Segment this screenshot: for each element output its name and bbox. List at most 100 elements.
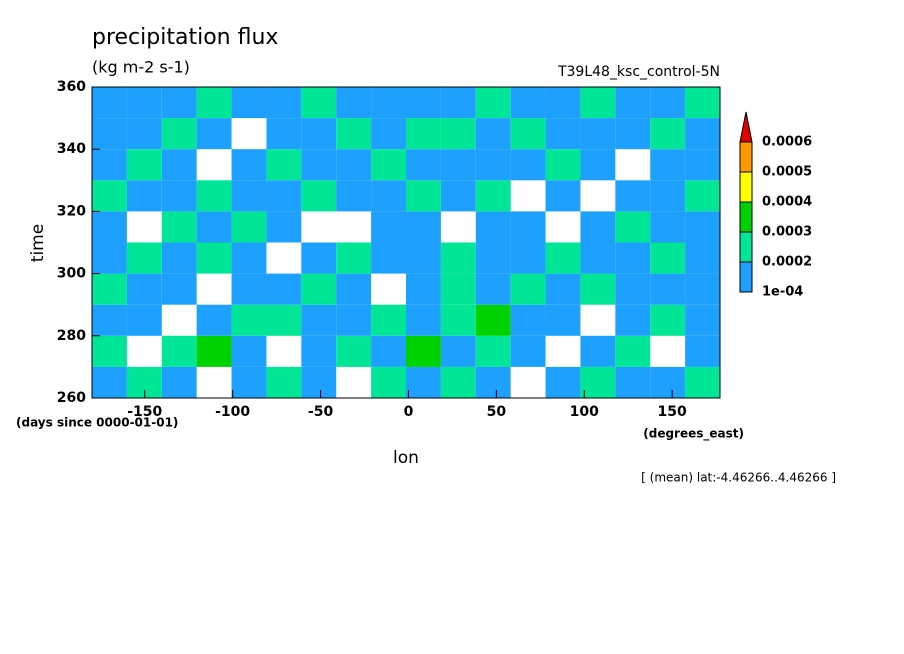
cell (266, 118, 302, 150)
cell (685, 211, 720, 243)
cell (336, 304, 372, 336)
cell (231, 211, 267, 243)
cell (685, 180, 720, 212)
colorbar-box (739, 171, 753, 203)
y-tick-label: 280 (57, 328, 86, 344)
cell (371, 242, 406, 274)
cell (406, 118, 441, 150)
cell (161, 180, 197, 212)
cell (580, 305, 615, 336)
cell (615, 211, 651, 243)
cell (92, 242, 127, 274)
cell (510, 87, 546, 119)
x-tick-label: 50 (487, 404, 507, 420)
cell (615, 149, 650, 180)
cell (475, 118, 511, 150)
cell (475, 304, 511, 336)
y-tick-label: 300 (57, 266, 86, 282)
cell (126, 118, 162, 150)
cell (475, 87, 511, 119)
cell (161, 335, 197, 367)
cell (475, 273, 511, 305)
cell (231, 304, 267, 336)
x-tick-label: 100 (570, 404, 599, 420)
cell (440, 149, 476, 181)
cell (440, 273, 476, 305)
cell (231, 242, 267, 274)
cell (92, 304, 127, 336)
cell (615, 242, 651, 274)
x-tick-label: -100 (215, 404, 250, 420)
cell (615, 304, 651, 336)
cell (126, 304, 162, 336)
cell (266, 304, 302, 336)
cell (336, 335, 372, 367)
cell (301, 118, 337, 150)
cell (127, 211, 162, 242)
cell (406, 273, 441, 305)
chart-subtitle: (kg m-2 s-1) (92, 58, 190, 77)
cell (92, 335, 127, 367)
cell (266, 211, 302, 243)
cell (580, 87, 616, 119)
cell (92, 366, 127, 398)
cell (440, 242, 476, 274)
cell (475, 211, 511, 243)
colorbar-over (739, 111, 753, 143)
cell (545, 87, 581, 119)
colorbar-label: 1e-04 (762, 285, 803, 300)
cell (440, 118, 476, 150)
cell (545, 180, 581, 212)
cell (196, 335, 232, 367)
cell (406, 335, 441, 367)
cell (196, 242, 232, 274)
cell (510, 242, 546, 274)
plot-frame (91, 86, 721, 399)
cell (371, 304, 406, 336)
x-tick-label: -150 (127, 404, 162, 420)
colorbar-box (739, 261, 753, 293)
cell (92, 87, 127, 119)
cell (92, 211, 127, 243)
cell (92, 118, 127, 150)
cell (580, 149, 616, 181)
cell (161, 273, 197, 305)
cell (406, 149, 441, 181)
cell (371, 335, 406, 367)
cell (406, 366, 441, 398)
cell (161, 149, 197, 181)
x-tick-label: 0 (404, 404, 414, 420)
cell (127, 336, 162, 367)
cell (336, 149, 372, 181)
cell (336, 211, 371, 242)
cell (196, 87, 232, 119)
cell (650, 180, 686, 212)
cell (580, 242, 616, 274)
cell (475, 149, 511, 181)
cell (336, 118, 372, 150)
cell (580, 118, 616, 150)
cell (685, 273, 720, 305)
cell (371, 180, 406, 212)
x-tick-label: 150 (658, 404, 687, 420)
cell (301, 149, 337, 181)
cell (266, 273, 302, 305)
cell (92, 149, 127, 181)
cell (92, 273, 127, 305)
cell (406, 180, 441, 212)
dataset-label: T39L48_ksc_control-5N (557, 64, 720, 80)
cell (475, 366, 511, 398)
cell (615, 273, 651, 305)
cell (336, 180, 372, 212)
cell (580, 180, 615, 211)
cell (266, 366, 302, 398)
cell (475, 242, 511, 274)
cell (545, 273, 581, 305)
annotation: [ (mean) lat:-4.46266..4.46266 ] (641, 471, 836, 485)
cell (650, 336, 685, 367)
colorbar-label: 0.0003 (762, 225, 812, 240)
cell (161, 118, 197, 150)
y-axis-label: time (28, 224, 48, 262)
cell (440, 335, 476, 367)
chart-title: precipitation flux (92, 25, 278, 50)
